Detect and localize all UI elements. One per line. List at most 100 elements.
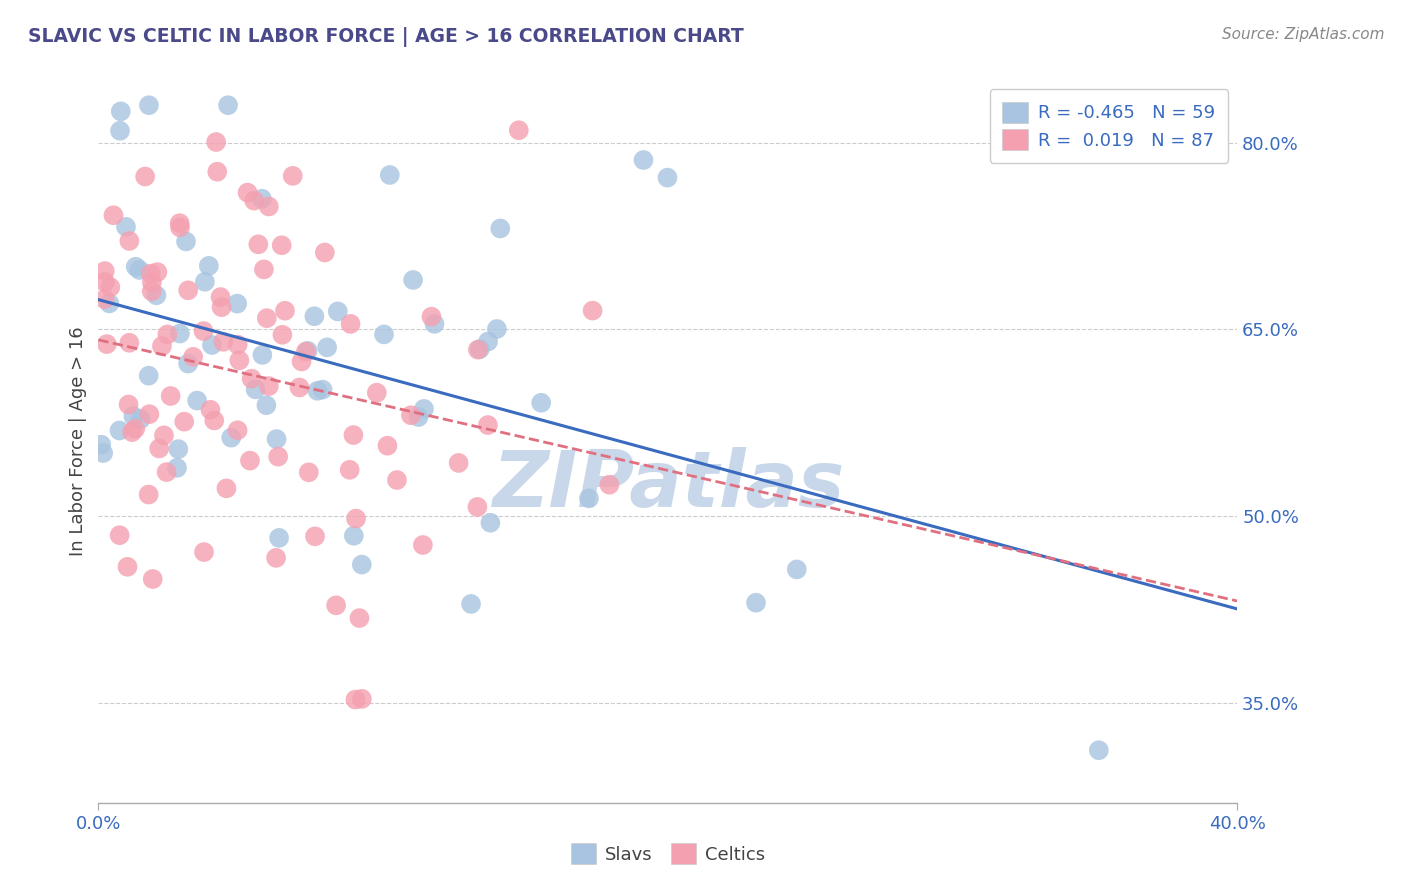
Point — [343, 529, 366, 543]
Point — [298, 466, 321, 480]
Point — [134, 169, 156, 184]
Point — [412, 538, 434, 552]
Point — [94, 264, 117, 278]
Point — [141, 285, 163, 299]
Point — [167, 442, 190, 456]
Point — [304, 529, 326, 543]
Point — [477, 418, 499, 433]
Point — [304, 310, 326, 324]
Point — [145, 288, 167, 302]
Point — [1088, 743, 1111, 757]
Point — [297, 343, 319, 358]
Point — [281, 169, 304, 183]
Point — [193, 545, 215, 559]
Point — [166, 460, 188, 475]
Point — [129, 412, 152, 426]
Point — [267, 450, 290, 464]
Y-axis label: In Labor Force | Age > 16: In Labor Force | Age > 16 — [69, 326, 87, 557]
Point — [479, 516, 502, 530]
Point — [138, 487, 160, 501]
Point — [460, 597, 482, 611]
Text: ZIPatlas: ZIPatlas — [492, 447, 844, 523]
Point — [344, 511, 367, 525]
Point — [142, 572, 165, 586]
Text: Source: ZipAtlas.com: Source: ZipAtlas.com — [1222, 27, 1385, 42]
Point — [193, 324, 215, 338]
Point — [633, 153, 655, 167]
Point — [169, 216, 191, 230]
Point — [257, 379, 280, 393]
Point — [378, 168, 401, 182]
Point — [402, 273, 425, 287]
Point — [128, 263, 150, 277]
Point — [326, 304, 349, 318]
Point — [108, 528, 131, 542]
Point — [467, 500, 489, 514]
Point — [350, 691, 373, 706]
Point — [578, 491, 600, 506]
Point — [256, 311, 278, 326]
Point — [150, 339, 173, 353]
Point — [247, 237, 270, 252]
Point — [205, 135, 228, 149]
Point — [139, 267, 162, 281]
Point — [316, 340, 339, 354]
Point — [108, 424, 131, 438]
Point — [226, 296, 249, 310]
Legend: Slavs, Celtics: Slavs, Celtics — [561, 834, 775, 873]
Point — [98, 280, 121, 294]
Text: SLAVIC VS CELTIC IN LABOR FORCE | AGE > 16 CORRELATION CHART: SLAVIC VS CELTIC IN LABOR FORCE | AGE > … — [28, 27, 744, 46]
Point — [217, 98, 239, 112]
Point — [311, 383, 333, 397]
Point — [530, 396, 553, 410]
Point — [228, 353, 250, 368]
Point — [377, 439, 399, 453]
Point — [215, 481, 238, 495]
Point — [91, 446, 114, 460]
Point — [122, 409, 145, 423]
Point — [786, 562, 808, 576]
Point — [267, 531, 290, 545]
Point — [349, 611, 371, 625]
Point — [96, 337, 118, 351]
Point — [243, 194, 266, 208]
Point — [194, 275, 217, 289]
Point — [153, 428, 176, 442]
Point — [295, 344, 318, 359]
Point — [467, 343, 489, 357]
Point — [399, 409, 422, 423]
Point — [212, 334, 235, 349]
Point — [325, 599, 347, 613]
Point — [198, 259, 221, 273]
Point — [138, 98, 160, 112]
Point — [264, 550, 287, 565]
Point — [420, 310, 443, 324]
Point — [146, 265, 169, 279]
Point — [657, 170, 679, 185]
Point — [290, 354, 312, 368]
Point — [90, 438, 112, 452]
Point — [339, 463, 361, 477]
Point — [117, 397, 139, 411]
Point — [413, 401, 436, 416]
Point — [148, 442, 170, 456]
Point — [169, 220, 191, 235]
Point — [186, 393, 208, 408]
Point — [745, 596, 768, 610]
Point — [581, 303, 603, 318]
Point — [219, 431, 242, 445]
Point — [209, 290, 232, 304]
Point — [125, 260, 148, 274]
Point — [270, 238, 292, 252]
Point — [598, 477, 620, 491]
Point — [201, 338, 224, 352]
Point — [239, 453, 262, 467]
Point — [226, 337, 249, 351]
Point — [344, 692, 367, 706]
Point — [121, 425, 143, 439]
Point — [489, 221, 512, 235]
Point — [423, 317, 446, 331]
Point — [156, 465, 179, 479]
Point — [211, 300, 233, 314]
Point — [271, 327, 294, 342]
